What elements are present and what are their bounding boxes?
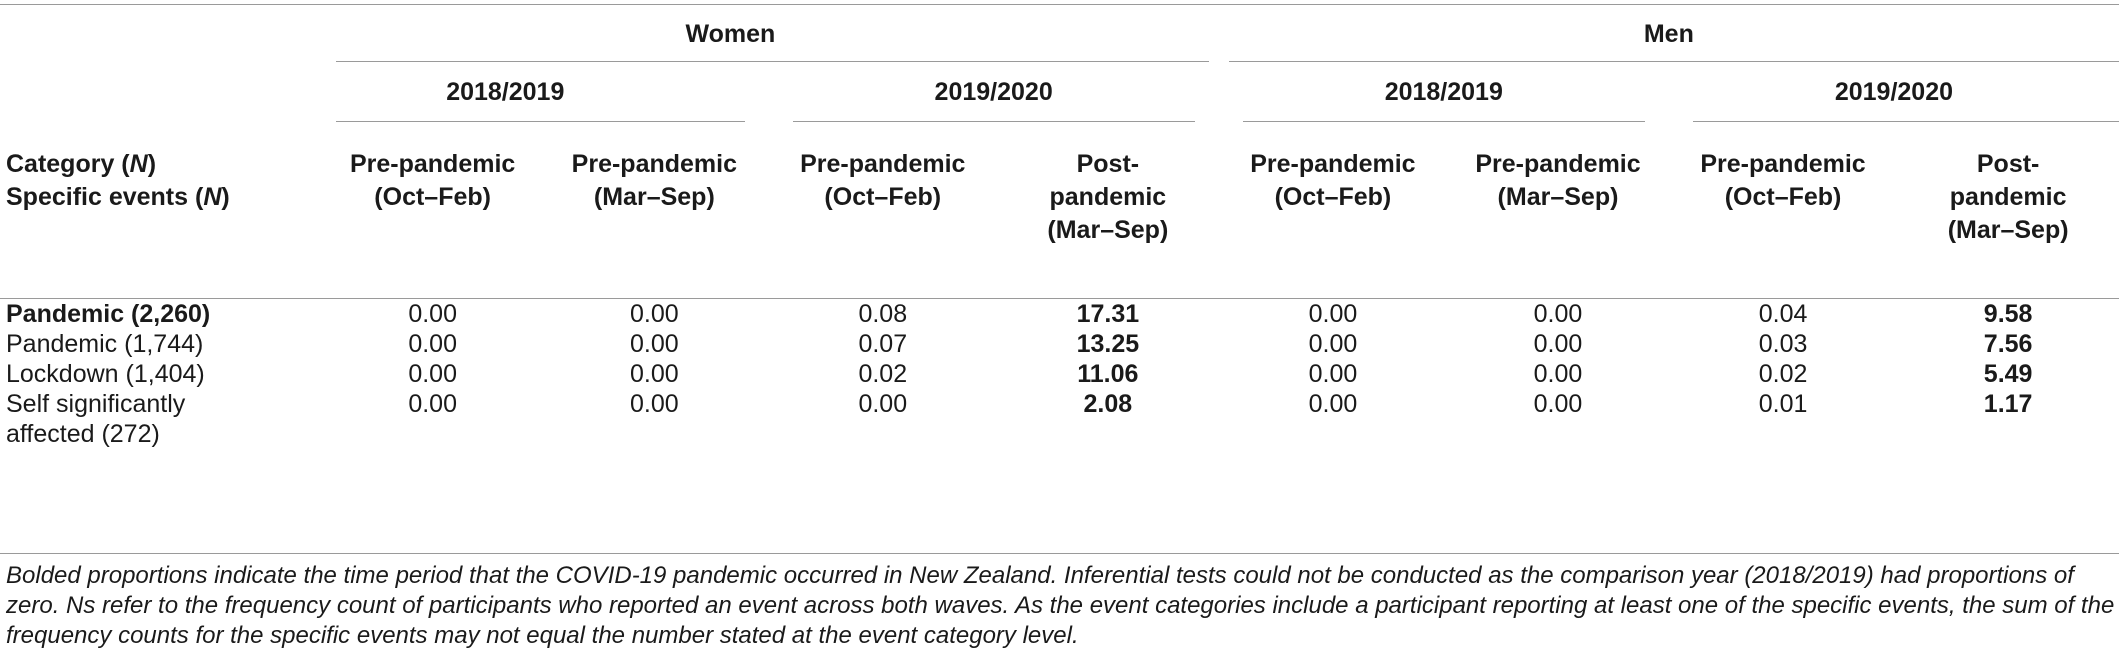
cell-value: 0.00 xyxy=(1533,390,1583,418)
cell-value: 0.00 xyxy=(1308,360,1358,388)
row-category: Pandemic (1,744) xyxy=(6,330,204,358)
cell-value: 0.03 xyxy=(1758,330,1808,358)
cell-value: 0.00 xyxy=(630,300,679,328)
cell-value: 0.00 xyxy=(408,390,457,418)
cell-value: 0.00 xyxy=(1308,390,1358,418)
table-bottom-rule xyxy=(0,553,2119,554)
men-year1-header: 2018/2019 xyxy=(1219,62,1669,122)
men-year2-label: 2019/2020 xyxy=(1834,78,1954,106)
cell-value: 0.00 xyxy=(408,360,457,388)
cell-value-bold: 1.17 xyxy=(1983,390,2033,418)
men-year2-header: 2019/2020 xyxy=(1669,62,2119,122)
column-header-women-2018-oct-feb: Pre-pandemic (Oct–Feb) xyxy=(325,122,541,299)
cell-value: 0.00 xyxy=(1308,330,1358,358)
column-header-women-2018-mar-sep: Pre-pandemic (Mar–Sep) xyxy=(540,122,769,299)
table-row: Pandemic (1,744) 0.00 0.00 0.07 13.25 0.… xyxy=(0,329,2119,359)
cell-value: 0.00 xyxy=(408,330,457,358)
cell-value-bold: 2.08 xyxy=(1083,390,1133,418)
women-group-header: Women xyxy=(0,5,1219,62)
column-header-women-2019-oct-feb: Pre-pandemic (Oct–Feb) xyxy=(768,122,997,299)
cell-value-bold: 5.49 xyxy=(1983,360,2033,388)
women-year1-header: 2018/2019 xyxy=(0,62,769,122)
cell-value: 0.00 xyxy=(858,390,908,418)
cell-value: 0.00 xyxy=(630,390,679,418)
column-header-men-2019-oct-feb: Pre-pandemic (Oct–Feb) xyxy=(1668,122,1898,299)
cell-value-bold: 13.25 xyxy=(1076,330,1140,358)
row-category: Pandemic (2,260) xyxy=(6,300,211,328)
cell-value: 0.02 xyxy=(1758,360,1808,388)
cell-value-bold: 11.06 xyxy=(1077,360,1139,388)
column-header-men-2019-mar-sep: Post-pandemic (Mar–Sep) xyxy=(1897,122,2119,299)
women-year2-label: 2019/2020 xyxy=(934,78,1053,106)
row-category-line2: affected (272) xyxy=(6,420,160,448)
column-header-men-2018-oct-feb: Pre-pandemic (Oct–Feb) xyxy=(1218,122,1448,299)
table-row: Pandemic (2,260) 0.00 0.00 0.08 17.31 0.… xyxy=(0,299,2119,330)
table-top-rule xyxy=(0,4,2119,5)
cell-value: 0.00 xyxy=(1308,300,1358,328)
cell-value-bold: 9.58 xyxy=(1983,300,2033,328)
cell-value-bold: 7.56 xyxy=(1983,330,2033,358)
cell-value: 0.00 xyxy=(630,330,679,358)
men-year1-label: 2018/2019 xyxy=(1384,78,1503,106)
table-row: Self significantly affected (272) 0.00 0… xyxy=(0,389,2119,449)
row-category: Self significantly affected (272) xyxy=(0,389,325,449)
women-year2-header: 2019/2020 xyxy=(769,62,1219,122)
cell-value: 0.00 xyxy=(1533,330,1583,358)
cell-value: 0.00 xyxy=(408,300,457,328)
cell-value: 0.00 xyxy=(1533,300,1583,328)
cell-value: 0.00 xyxy=(630,360,679,388)
men-group-header: Men xyxy=(1219,5,2119,62)
row-category-line1: Self significantly xyxy=(6,390,186,418)
cell-value-bold: 17.31 xyxy=(1076,300,1140,328)
row-category: Lockdown (1,404) xyxy=(6,360,205,388)
category-column-header: Category (N) Specific events (N) xyxy=(0,122,326,299)
men-label: Men xyxy=(1643,19,1694,48)
table-row: Lockdown (1,404) 0.00 0.00 0.02 11.06 0.… xyxy=(0,359,2119,389)
women-year1-label: 2018/2019 xyxy=(446,78,565,106)
cell-value: 0.07 xyxy=(858,330,908,358)
cell-value: 0.01 xyxy=(1758,390,1808,418)
cell-value: 0.00 xyxy=(1533,360,1583,388)
cell-value: 0.08 xyxy=(858,300,908,328)
women-label: Women xyxy=(685,19,776,48)
cell-value: 0.04 xyxy=(1758,300,1808,328)
column-header-men-2018-mar-sep: Pre-pandemic (Mar–Sep) xyxy=(1447,122,1669,299)
column-header-women-2019-mar-sep: Post-pandemic (Mar–Sep) xyxy=(996,122,1219,299)
table-footnote: Bolded proportions indicate the time per… xyxy=(6,562,2115,649)
results-table: Women Men 2018/2019 2019/2020 2018/2019 … xyxy=(0,5,2119,449)
cell-value: 0.02 xyxy=(858,360,908,388)
